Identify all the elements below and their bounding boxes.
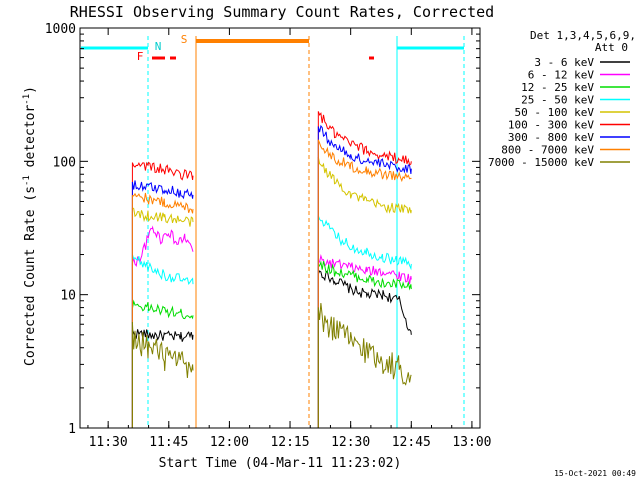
legend-entry-label: 100 - 300 keV [508, 119, 594, 132]
legend-entry-label: 25 - 50 keV [521, 94, 594, 107]
x-tick-label: 12:30 [331, 435, 370, 450]
x-tick-label: 12:15 [270, 435, 309, 450]
series-line-7-0 [132, 192, 194, 214]
y-tick-label: 10 [60, 289, 76, 304]
x-tick-label: 11:45 [149, 435, 188, 450]
axes: 11:30 11:45 12:00 12:15 12:30 12:45 13:00 1 10 10… [45, 22, 492, 450]
series-line-0-0 [131, 329, 194, 342]
y-tick-label: 1000 [45, 22, 76, 37]
legend-entry-label: 300 - 800 keV [508, 131, 594, 144]
y-axis-label-part2: detector [23, 105, 38, 176]
y-axis-label-sup2: -1 [22, 94, 32, 105]
series-line-6-1 [317, 124, 412, 174]
flag-label-N: N [155, 40, 162, 53]
x-tick-label: 13:00 [452, 435, 491, 450]
series-line-8-0 [131, 322, 194, 378]
series-line-7-1 [317, 139, 412, 183]
y-axis-label-part1: Corrected Count Rate (s [23, 186, 38, 366]
series-line-3-1 [317, 215, 412, 271]
grid-lines [147, 36, 465, 428]
legend-entry-label: 3 - 6 keV [534, 56, 594, 69]
y-axis-label: Corrected Count Rate (s-1 detector-1) [22, 86, 38, 366]
legend-entry-label: 7000 - 15000 keV [488, 156, 594, 169]
x-tick-label: 12:00 [210, 435, 249, 450]
x-tick-label: 12:45 [392, 435, 431, 450]
plot-frame [79, 27, 481, 429]
timestamp-label: 15-Oct-2021 00:49 [554, 469, 636, 478]
y-axis-label-part3: ) [23, 86, 38, 94]
series-line-0-1 [317, 270, 412, 335]
series-line-6-0 [131, 180, 194, 200]
legend-entry-label: 6 - 12 keV [528, 69, 595, 82]
series-line-1-0 [131, 225, 194, 268]
series-line-2-1 [317, 260, 412, 291]
series-line-3-0 [131, 254, 194, 286]
series-layer [131, 111, 412, 428]
x-axis-label: Start Time (04-Mar-11 11:23:02) [159, 456, 402, 471]
x-tick-label: 11:30 [89, 435, 128, 450]
series-line-2-0 [131, 299, 194, 320]
series-line-5-0 [131, 161, 194, 181]
legend-header-detectors: Det 1,3,4,5,6,9, [530, 29, 636, 42]
y-tick-label: 1 [68, 422, 76, 437]
legend-entry-label: 50 - 100 keV [515, 106, 595, 119]
y-tick-label: 100 [53, 155, 76, 170]
series-line-4-1 [317, 156, 412, 214]
y-axis-label-sup1: -1 [22, 175, 32, 186]
chart-title: RHESSI Observing Summary Count Rates, Co… [70, 3, 494, 21]
series-line-5-1 [317, 111, 412, 166]
legend-entry-label: 12 - 25 keV [521, 81, 594, 94]
flag-bars: FN S [81, 33, 464, 63]
series-line-4-0 [132, 207, 194, 227]
series-line-8-1 [317, 302, 412, 386]
legend-header-attenuator: Att 0 [595, 41, 628, 54]
flag-label-F: F [137, 50, 144, 63]
series-line-1-1 [318, 253, 412, 285]
flag-label-S: S [181, 33, 188, 46]
legend-entry-label: 800 - 7000 keV [501, 144, 594, 157]
